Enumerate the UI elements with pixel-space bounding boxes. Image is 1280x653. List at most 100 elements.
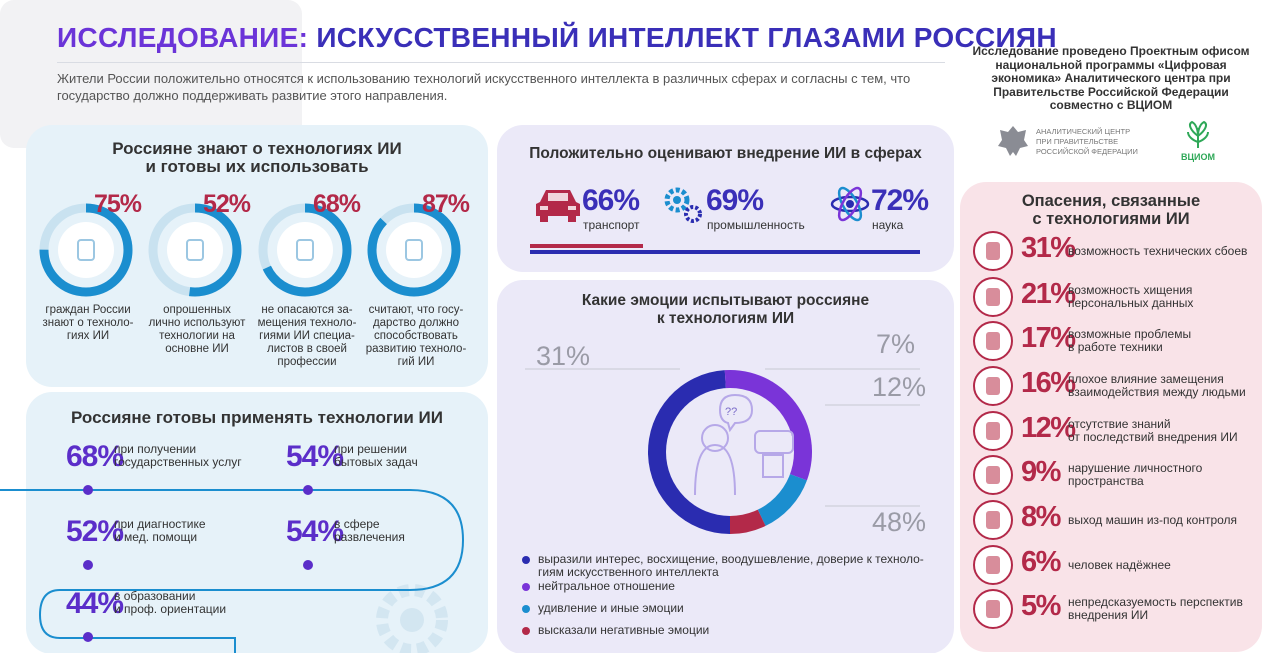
emotions-title: Какие эмоции испытывают россияне к техно… <box>581 292 870 327</box>
fear-text: возможность технических сбоев <box>1068 244 1248 258</box>
ready-pct: 44% <box>66 587 124 620</box>
ready-title: Россияне готовы применять технологии ИИ <box>71 408 443 427</box>
positive-label: наука <box>872 218 904 232</box>
know-ring <box>258 203 352 297</box>
positive-label: транспорт <box>583 218 640 232</box>
fear-icon <box>973 545 1013 585</box>
person-robot-illustration <box>694 393 794 496</box>
fear-text: человек надёжнее <box>1068 558 1171 572</box>
legend-text: нейтральное отношение <box>538 579 675 593</box>
know-ring-arc <box>258 203 352 297</box>
org-text: Исследование проведено Проектным офисом … <box>972 44 1250 112</box>
positive-pct: 66% <box>582 184 640 217</box>
fear-text: возможные проблемы в работе техники <box>1068 327 1192 354</box>
know-ring-icon <box>186 239 204 261</box>
label-negative: 7% <box>876 329 916 359</box>
fear-icon <box>973 231 1013 271</box>
know-ring <box>367 203 461 297</box>
logo-vciom: ВЦИОМ <box>1180 152 1216 162</box>
ready-text: при получении государственных услуг <box>114 442 242 469</box>
know-ring-icon <box>296 239 314 261</box>
know-ring-icon <box>405 239 423 261</box>
ready-text: в образовании и проф. ориентации <box>114 589 227 616</box>
org-box <box>0 0 302 148</box>
know-caption: считают, что госу- дарство должно способ… <box>365 304 467 368</box>
fear-pct: 8% <box>1021 501 1061 533</box>
emotions-donut-chart: ?? <box>525 368 920 534</box>
fear-pct: 9% <box>1021 456 1061 488</box>
title-part2: ИСКУССТВЕННЫЙ ИНТЕЛЛЕКТ ГЛАЗАМИ РОССИЯН <box>316 22 1057 53</box>
car-icon <box>536 190 580 222</box>
know-pct: 68% <box>313 190 361 218</box>
vciom-leaf-icon <box>1187 120 1209 148</box>
fear-icon <box>973 589 1013 629</box>
label-neutral: 31% <box>536 341 591 371</box>
positive-pct: 69% <box>706 184 764 217</box>
know-caption: опрошенных лично используют технологии н… <box>148 304 246 355</box>
fear-pct: 12% <box>1021 412 1076 444</box>
ready-text: при диагностике и мед. помощи <box>114 517 206 544</box>
ready-text: при решении бытовых задач <box>334 442 418 469</box>
gears-icon <box>664 187 702 223</box>
fear-pct: 5% <box>1021 590 1061 622</box>
know-pct: 75% <box>94 190 142 218</box>
divider <box>57 62 945 63</box>
page-title: ИССЛЕДОВАНИЕ: ИСКУССТВЕННЫЙ ИНТЕЛЛЕКТ ГЛ… <box>57 22 1057 54</box>
legend-dot <box>522 627 530 635</box>
title-part1: ИССЛЕДОВАНИЕ: <box>57 22 309 53</box>
fear-pct: 31% <box>1021 232 1076 264</box>
fear-text: непредсказуемость перспектив внедрения И… <box>1068 595 1243 622</box>
fear-text: отсутствие знаний от последствий внедрен… <box>1068 417 1238 444</box>
legend-text: удивление и иные эмоции <box>538 601 684 615</box>
fear-pct: 6% <box>1021 546 1061 578</box>
legend-text: высказали негативные эмоции <box>538 623 710 637</box>
fear-text: выход машин из-под контроля <box>1068 513 1238 527</box>
eagle-emblem-icon <box>998 126 1028 156</box>
fear-icon <box>973 455 1013 495</box>
fear-pct: 21% <box>1021 278 1076 310</box>
ready-dot <box>303 560 313 570</box>
positive-bar-transport <box>530 244 644 248</box>
positive-title: Положительно оценивают внедрение ИИ в сф… <box>529 145 922 162</box>
know-pct: 87% <box>422 190 470 218</box>
legend-dot <box>522 605 530 613</box>
know-ring <box>39 203 133 297</box>
positive-pct: 72% <box>871 184 929 217</box>
know-pct: 52% <box>203 190 251 218</box>
fear-icon <box>973 321 1013 361</box>
ready-dot <box>303 485 313 495</box>
legend-dot <box>522 583 530 591</box>
positive-base-bar <box>530 250 920 254</box>
ready-text: в сфере развлечения <box>334 517 405 544</box>
know-ring-icon <box>77 239 95 261</box>
fear-icon <box>973 366 1013 406</box>
fears-title: Опасения, связанные с технологиями ИИ <box>1021 192 1201 228</box>
panel-emotions: Какие эмоции испытывают россияне к техно… <box>497 280 954 653</box>
legend-dot <box>522 556 530 564</box>
fear-text: плохое влияние замещения взаимодействия … <box>1068 372 1246 399</box>
fear-text: возможность хищения персональных данных <box>1068 283 1194 310</box>
know-ring <box>148 203 242 297</box>
donut-hole <box>666 388 794 516</box>
know-caption: не опасаются за- мещения техноло- гиями … <box>257 304 357 368</box>
fear-pct: 17% <box>1021 322 1076 354</box>
ready-pct: 54% <box>286 515 344 548</box>
ready-pct: 52% <box>66 515 124 548</box>
legend-text: выразили интерес, восхищение, воодушевле… <box>538 552 924 579</box>
fear-icon <box>973 277 1013 317</box>
ready-dot <box>83 632 93 642</box>
ready-pct: 54% <box>286 440 344 473</box>
ready-path-decor <box>0 489 465 653</box>
intro-text: Жители России положительно относятся к и… <box>57 71 911 103</box>
label-surprise: 12% <box>872 372 927 402</box>
fear-text: нарушение личностного пространства <box>1068 461 1203 488</box>
logo-analytical-center: АНАЛИТИЧЕСКИЙ ЦЕНТР ПРИ ПРАВИТЕЛЬСТВЕ РО… <box>1036 127 1138 156</box>
know-title: Россияне знают о технологиях ИИ и готовы… <box>112 139 402 176</box>
label-interest: 48% <box>872 507 927 537</box>
know-ring-arc <box>39 203 133 297</box>
know-ring-arc <box>148 203 242 297</box>
fear-icon <box>973 500 1013 540</box>
ready-dot <box>83 485 93 495</box>
positive-label: промышленность <box>707 218 805 232</box>
know-ring-arc <box>367 203 461 297</box>
